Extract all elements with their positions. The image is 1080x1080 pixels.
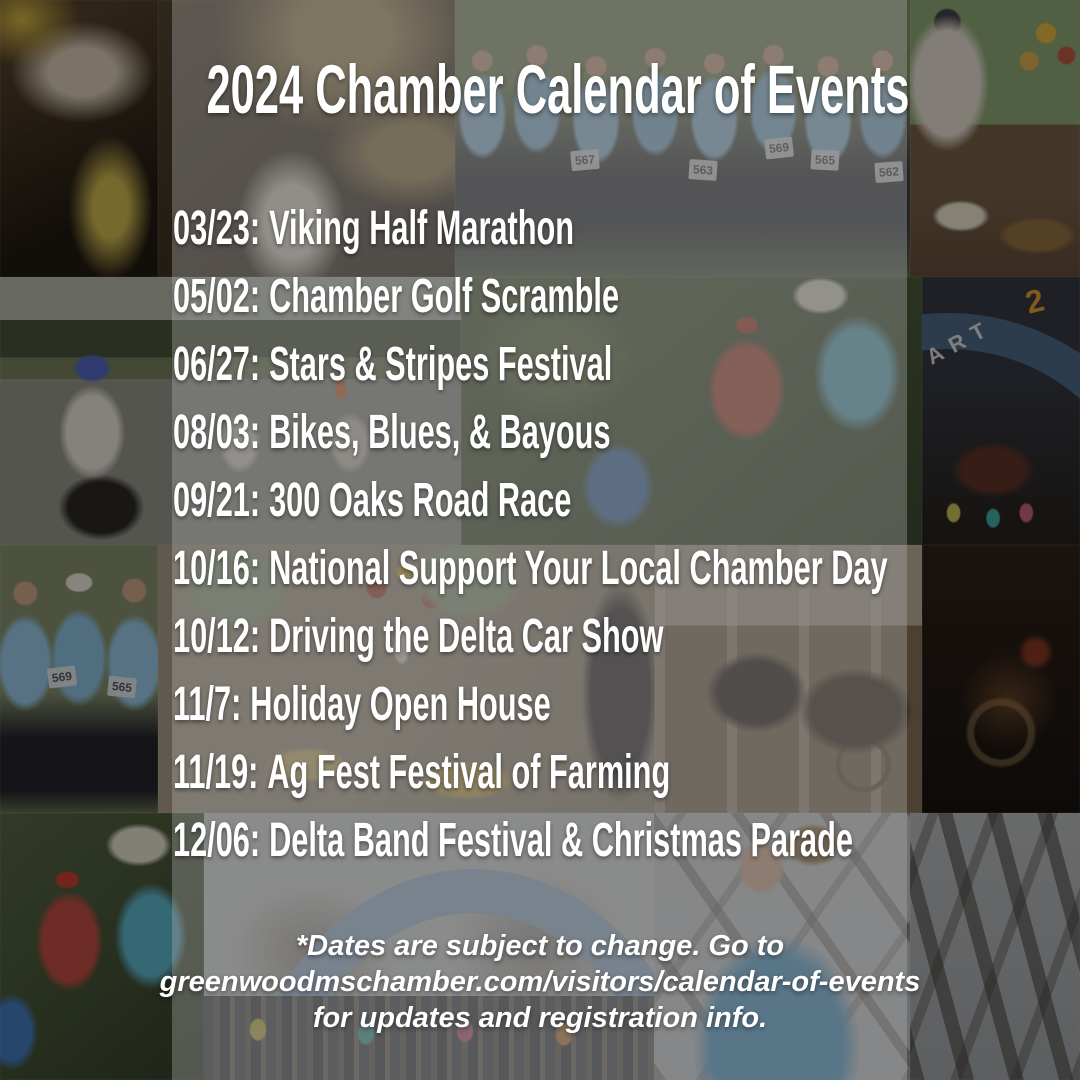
event-item: 05/02: Chamber Golf Scramble [173, 262, 1080, 330]
event-name: Holiday Open House [250, 677, 551, 731]
event-date: 09/21: [173, 473, 261, 527]
event-date: 11/7: [173, 677, 242, 731]
event-date: 08/03: [173, 405, 261, 459]
page-title: 2024 Chamber Calendar of Events [0, 50, 1080, 129]
event-item: 10/16: National Support Your Local Chambe… [173, 534, 1080, 602]
event-name: Bikes, Blues, & Bayous [269, 405, 611, 459]
event-name: 300 Oaks Road Race [269, 473, 572, 527]
photo-carriage-wheel-night [922, 545, 1080, 813]
event-item: 03/23: Viking Half Marathon [173, 194, 1080, 262]
event-item: 09/21: 300 Oaks Road Race [173, 466, 1080, 534]
runner-crowd [204, 996, 654, 1080]
event-item: 11/19: Ag Fest Festival of Farming [173, 738, 1080, 806]
event-item: 06/27: Stars & Stripes Festival [173, 330, 1080, 398]
photo-marching-band [0, 0, 158, 277]
photo-bridge-girders [910, 813, 1080, 1080]
footnote-line-3: for updates and registration info. [312, 1002, 768, 1034]
event-list: 03/23: Viking Half Marathon 05/02: Chamber… [173, 194, 1080, 874]
footnote-line-2: greenwoodmschamber.com/visitors/calendar… [159, 966, 921, 998]
page-title-text: 2024 Chamber Calendar of Events [206, 51, 910, 128]
event-name: Delta Band Festival & Christmas Parade [269, 813, 853, 867]
photo-thumbs-up-runner [654, 813, 910, 1080]
event-name: Chamber Golf Scramble [269, 269, 620, 323]
event-item: 12/06: Delta Band Festival & Christmas Pa… [173, 806, 1080, 874]
event-date: 10/16: [173, 541, 261, 595]
footnote-line-1: *Dates are subject to change. Go to [295, 930, 785, 962]
event-item: 08/03: Bikes, Blues, & Bayous [173, 398, 1080, 466]
event-name: Driving the Delta Car Show [269, 609, 664, 663]
light-text-panel [172, 0, 907, 1080]
photo-finish-arch-crowd [204, 813, 654, 1080]
photo-handcycle-road [0, 277, 461, 545]
photo-food-table [910, 0, 1080, 277]
photo-tuba-player [158, 0, 455, 277]
event-date: 06/27: [173, 337, 261, 391]
photo-runner-trio: 569 565 [0, 545, 158, 813]
photo-horse-carriage [655, 545, 922, 813]
event-date: 05/02: [173, 269, 261, 323]
event-date: 12/06: [173, 813, 261, 867]
event-name: Ag Fest Festival of Farming [267, 745, 671, 799]
event-item: 11/7: Holiday Open House [173, 670, 1080, 738]
event-date: 11/19: [173, 745, 259, 799]
event-date: 03/23: [173, 201, 261, 255]
event-item: 10/12: Driving the Delta Car Show [173, 602, 1080, 670]
event-date: 10/12: [173, 609, 261, 663]
photo-race-team: 567 563 569 565 562 [455, 0, 910, 277]
footnote: *Dates are subject to change. Go to gree… [0, 928, 1080, 1036]
photo-open-house-buffet [158, 545, 655, 813]
event-name: Viking Half Marathon [269, 201, 575, 255]
photo-golfers [0, 813, 204, 1080]
event-name: Stars & Stripes Festival [269, 337, 613, 391]
event-name: National Support Your Local Chamber Day [269, 541, 888, 595]
photo-golf-highfive [461, 277, 922, 545]
photo-dusk-start-arch: ART 2 [922, 277, 1080, 545]
